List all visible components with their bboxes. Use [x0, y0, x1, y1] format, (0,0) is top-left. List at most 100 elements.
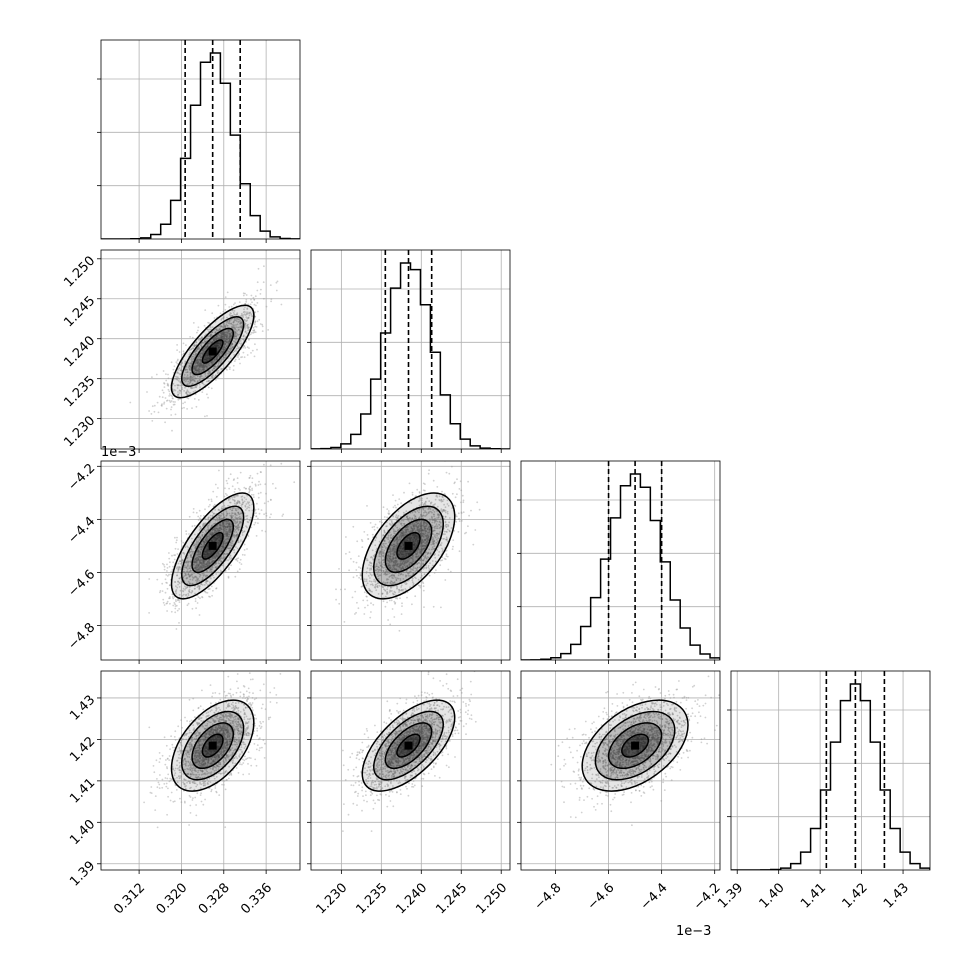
sample-point: [244, 328, 246, 330]
sample-point: [206, 357, 209, 360]
sample-point: [230, 331, 233, 334]
sample-point: [187, 380, 190, 383]
sample-point: [234, 488, 237, 490]
sample-point: [215, 537, 218, 540]
sample-point: [191, 382, 194, 385]
sample-point: [221, 333, 224, 336]
sample-point: [215, 357, 218, 359]
sample-point: [215, 527, 218, 530]
sample-point: [238, 326, 241, 329]
sample-point: [214, 531, 216, 534]
sample-point: [226, 534, 229, 536]
sample-point: [224, 348, 227, 351]
sample-point: [197, 361, 200, 364]
sample-point: [194, 386, 197, 389]
sample-point: [211, 560, 214, 563]
sample-point: [217, 342, 220, 345]
sample-point: [259, 491, 262, 494]
sample-point: [220, 548, 223, 550]
sample-point: [207, 560, 209, 563]
sample-point: [232, 303, 235, 306]
sample-point: [235, 326, 238, 328]
sample-point: [207, 345, 209, 348]
sample-point: [203, 523, 206, 526]
sample-point: [228, 528, 231, 530]
sample-point: [182, 402, 184, 405]
sample-point: [198, 555, 200, 558]
sample-point: [206, 354, 209, 357]
sample-point: [227, 535, 230, 538]
sample-point: [222, 517, 225, 520]
sample-point: [186, 376, 188, 378]
sample-point: [180, 369, 183, 372]
sample-point: [205, 364, 207, 366]
sample-point: [250, 516, 252, 519]
sample-point: [234, 302, 236, 304]
sample-point: [198, 370, 201, 373]
sample-point: [243, 325, 246, 328]
sample-point: [448, 472, 451, 475]
sample-point: [199, 553, 202, 555]
sample-point: [270, 298, 273, 301]
sample-point: [179, 589, 182, 592]
sample-point: [195, 353, 197, 356]
sample-point: [380, 518, 383, 521]
sample-point: [427, 472, 430, 475]
sample-point: [236, 323, 239, 326]
sample-point: [222, 540, 225, 543]
sample-point: [206, 352, 209, 355]
sample-point: [225, 520, 227, 523]
contour-line: [186, 322, 238, 381]
sample-point: [224, 525, 227, 528]
sample-point: [176, 384, 179, 387]
sample-point: [229, 525, 232, 528]
sample-point: [232, 519, 235, 521]
sample-point: [192, 358, 194, 361]
sample-point: [185, 574, 187, 577]
sample-point: [225, 515, 228, 517]
sample-point: [251, 315, 253, 317]
sample-point: [239, 522, 241, 524]
sample-point: [174, 547, 177, 550]
sample-point: [195, 561, 198, 564]
sample-point: [173, 602, 176, 604]
sample-point: [218, 550, 221, 552]
sample-point: [387, 510, 390, 512]
sample-point: [216, 534, 219, 536]
y-tick-label: 1.240: [61, 333, 98, 370]
sample-point: [198, 567, 201, 569]
sample-point: [209, 554, 212, 557]
sample-point: [212, 523, 215, 525]
sample-point: [239, 518, 242, 521]
sample-point: [245, 311, 247, 313]
sample-point: [226, 331, 229, 334]
sample-point: [198, 365, 201, 368]
sample-point: [224, 325, 227, 328]
sample-point: [205, 554, 207, 556]
sample-point: [204, 567, 206, 569]
sample-point: [233, 340, 236, 343]
sample-point: [201, 596, 203, 598]
sample-point: [176, 574, 178, 577]
sample-point: [253, 323, 256, 326]
sample-point: [166, 587, 169, 590]
sample-point: [343, 621, 346, 623]
sample-point: [195, 569, 197, 571]
sample-point: [218, 534, 221, 537]
sample-point: [422, 589, 425, 592]
sample-point: [208, 342, 211, 345]
sample-point: [206, 393, 208, 396]
sample-point: [257, 492, 260, 495]
sample-point: [260, 288, 262, 291]
sample-point: [436, 486, 439, 488]
histogram-param-1: [311, 262, 510, 449]
sample-point: [241, 553, 244, 556]
sample-point: [212, 338, 215, 341]
sample-point: [195, 542, 198, 544]
sample-point: [245, 332, 248, 335]
sample-point: [238, 358, 241, 361]
sample-point: [207, 335, 210, 338]
sample-point: [174, 536, 176, 539]
sample-point: [213, 344, 216, 347]
sample-point: [217, 329, 219, 331]
